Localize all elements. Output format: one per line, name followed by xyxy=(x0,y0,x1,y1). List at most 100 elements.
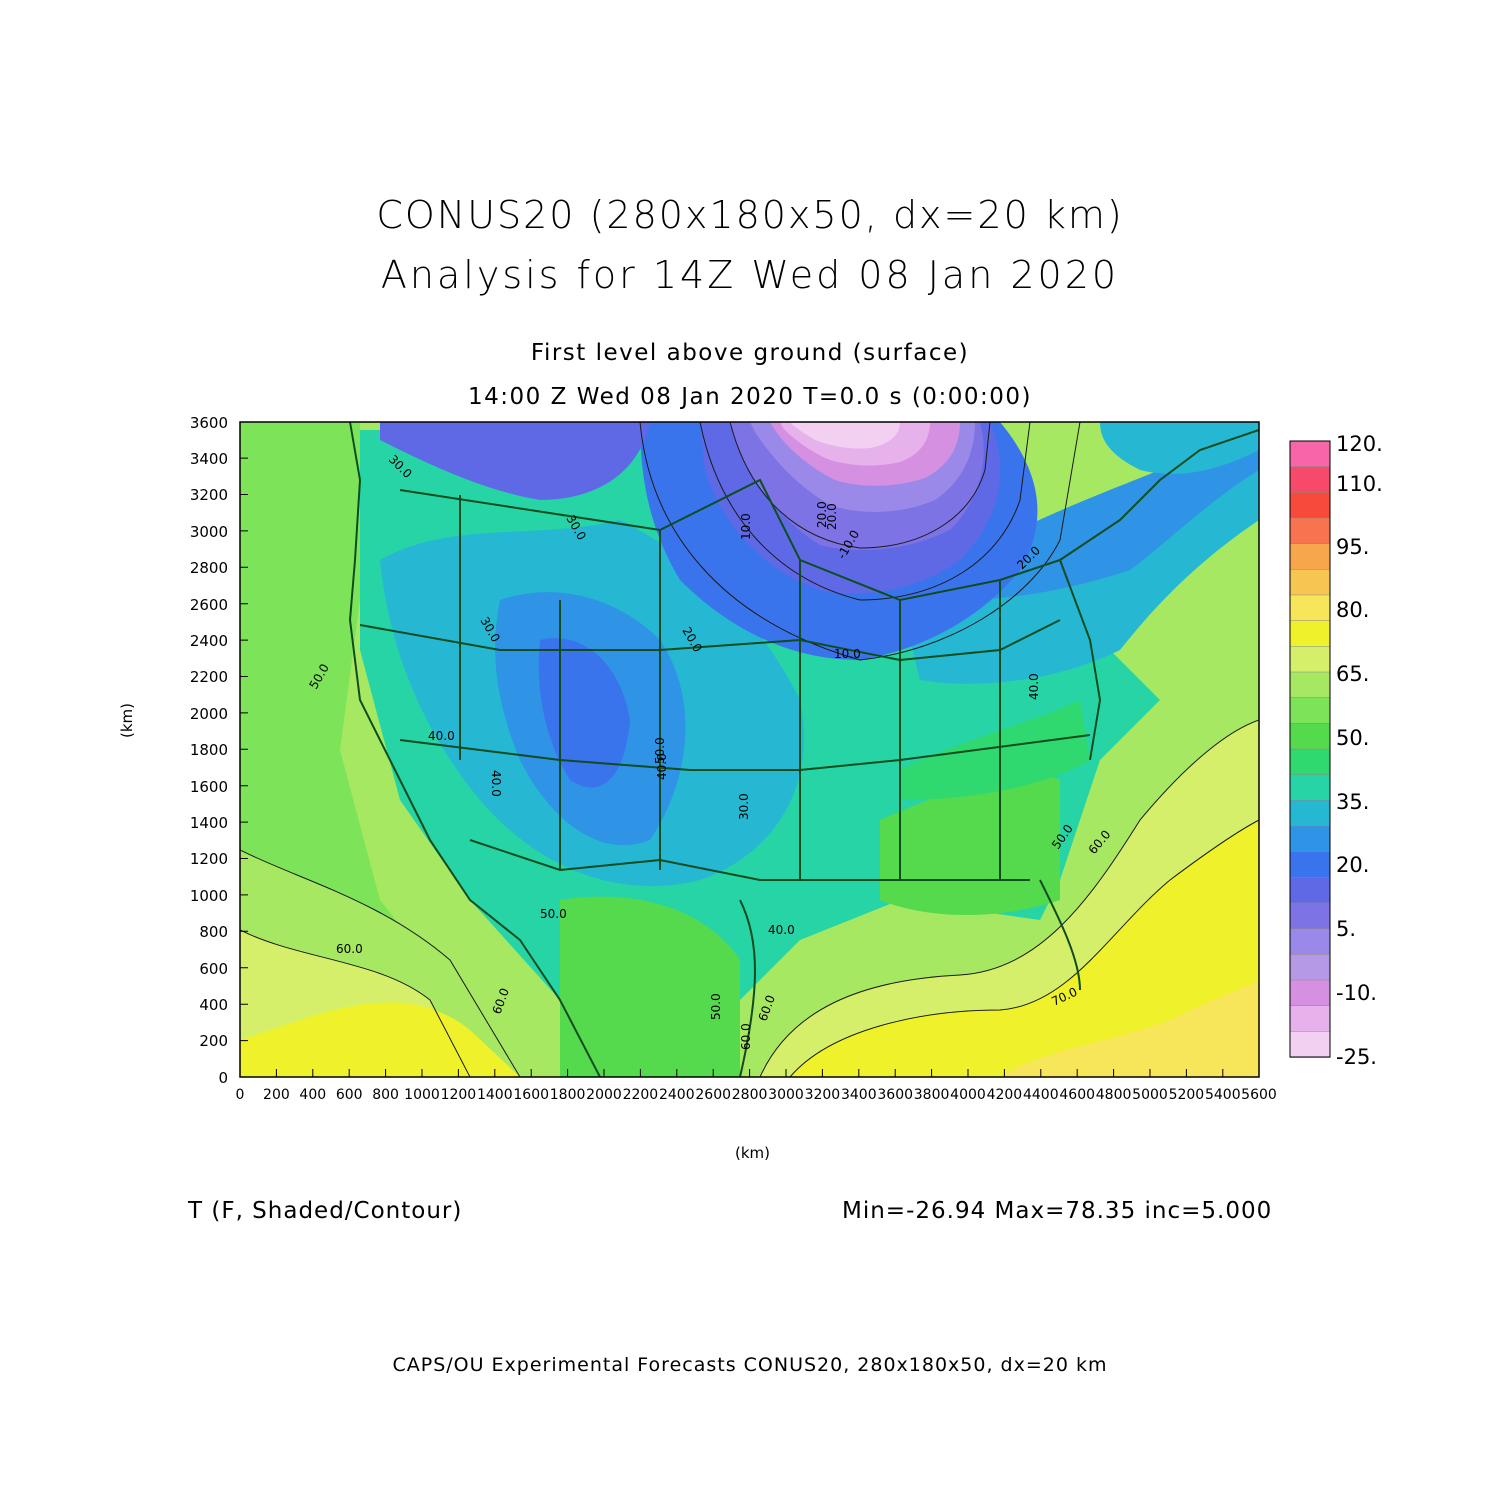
y-tick-label: 3000 xyxy=(190,523,228,541)
x-tick-label: 4400 xyxy=(1023,1087,1059,1103)
y-tick-label: 2200 xyxy=(190,668,228,686)
x-tick-label: 2600 xyxy=(695,1087,731,1103)
x-axis-label: (km) xyxy=(735,1144,771,1162)
contour-label: 40.0 xyxy=(489,770,503,797)
colorbar-swatch xyxy=(1289,928,1331,956)
y-tick-label: 400 xyxy=(199,996,228,1014)
x-tick-label: 2200 xyxy=(623,1087,659,1103)
y-tick-label: 1800 xyxy=(190,741,228,759)
contour-label: 40.0 xyxy=(428,729,455,743)
x-tick-label: 2000 xyxy=(586,1087,622,1103)
colorbar-swatch xyxy=(1289,902,1331,930)
x-tick-label: 4000 xyxy=(950,1087,986,1103)
subtitle-time: 14:00 Z Wed 08 Jan 2020 T=0.0 s (0:00:00… xyxy=(468,384,1032,410)
colorbar-swatch xyxy=(1289,1005,1331,1033)
colorbar-label: -10. xyxy=(1336,981,1377,1005)
x-tick-label: 3800 xyxy=(914,1087,950,1103)
y-tick-label: 3400 xyxy=(190,450,228,468)
contour-label: 40.0 xyxy=(1027,673,1041,700)
y-axis-label: (km) xyxy=(118,702,136,738)
x-tick-label: 5600 xyxy=(1241,1087,1277,1103)
contour-label: 20.0 xyxy=(815,501,829,528)
colorbar-labels: 120. 110. 95. 80. 65. 50. 35. 20. 5. -10… xyxy=(1336,432,1383,1069)
colorbar-label: 110. xyxy=(1336,472,1383,496)
colorbar-swatch xyxy=(1289,646,1331,673)
y-tick-label: 3600 xyxy=(190,414,228,432)
contour-label: 30.0 xyxy=(737,793,751,820)
x-tick-label: 4200 xyxy=(987,1087,1023,1103)
colorbar-swatch xyxy=(1289,774,1331,802)
x-tick-label: 2800 xyxy=(732,1087,768,1103)
colorbar-label: 35. xyxy=(1336,790,1369,814)
y-tick-label: 2000 xyxy=(190,705,228,723)
field-label: T (F, Shaded/Contour) xyxy=(188,1198,463,1224)
contour-label: 60.0 xyxy=(336,942,363,956)
footer-credit: CAPS/OU Experimental Forecasts CONUS20, … xyxy=(392,1354,1108,1376)
colorbar-swatch xyxy=(1289,517,1331,545)
colorbar-frame xyxy=(1289,440,1331,1058)
title-line-1: CONUS20 (280x180x50, dx=20 km) xyxy=(376,193,1124,237)
colorbar: 120. 110. 95. 80. 65. 50. 35. 20. 5. -10… xyxy=(1289,432,1383,1069)
colorbar-swatch xyxy=(1289,671,1331,699)
colorbar-swatch xyxy=(1289,492,1331,519)
y-tick-label: 200 xyxy=(199,1032,228,1050)
contour-label: 50.0 xyxy=(653,737,667,764)
stats-label: Min=-26.94 Max=78.35 inc=5.000 xyxy=(842,1198,1273,1224)
x-tick-label: 5000 xyxy=(1132,1087,1168,1103)
colorbar-swatch xyxy=(1289,877,1331,904)
colorbar-swatch xyxy=(1289,979,1331,1007)
y-tick-label: 1000 xyxy=(190,887,228,905)
boundaries xyxy=(348,422,1259,1077)
colorbar-swatch xyxy=(1289,569,1331,596)
x-tick-labels: 0 200 400 600 800 1000 1200 1400 1600 18… xyxy=(236,1087,1277,1103)
x-tick-label: 400 xyxy=(299,1087,326,1103)
y-tick-labels: 0 200 400 600 800 1000 1200 1400 1600 18… xyxy=(190,414,228,1087)
colorbar-swatch xyxy=(1289,723,1331,750)
subtitle-level: First level above ground (surface) xyxy=(530,340,970,366)
y-tick-label: 2800 xyxy=(190,559,228,577)
contour-label: 20.0 xyxy=(825,503,839,530)
x-tick-label: 3400 xyxy=(841,1087,877,1103)
colorbar-label: 80. xyxy=(1336,598,1369,622)
contour-label: 10.0 xyxy=(739,513,753,540)
colorbar-swatch xyxy=(1289,748,1331,776)
colorbar-swatch xyxy=(1289,697,1331,725)
colorbar-swatches xyxy=(1289,440,1331,1058)
colorbar-label: -25. xyxy=(1336,1045,1377,1069)
x-tick-label: 0 xyxy=(236,1087,245,1103)
colorbar-swatch xyxy=(1289,466,1331,494)
colorbar-swatch xyxy=(1289,825,1331,853)
colorbar-swatch xyxy=(1289,543,1331,571)
title-line-2: Analysis for 14Z Wed 08 Jan 2020 xyxy=(380,253,1120,297)
y-tick-label: 0 xyxy=(218,1069,228,1087)
contour-label: 40.0 xyxy=(768,923,795,937)
shaded-field xyxy=(240,422,1259,1077)
x-tick-label: 1200 xyxy=(441,1087,477,1103)
contour-label: 10.0 xyxy=(834,647,861,661)
colorbar-swatch xyxy=(1289,620,1331,648)
y-tick-label: 1600 xyxy=(190,778,228,796)
y-tick-label: 2600 xyxy=(190,596,228,614)
contour-label: 50.0 xyxy=(709,993,723,1020)
ticks xyxy=(239,421,1260,1078)
y-tick-label: 600 xyxy=(199,960,228,978)
colorbar-label: 95. xyxy=(1336,535,1369,559)
colorbar-swatch xyxy=(1289,1031,1331,1058)
x-tick-label: 800 xyxy=(372,1087,399,1103)
x-tick-label: 1800 xyxy=(550,1087,586,1103)
x-tick-label: 3600 xyxy=(877,1087,913,1103)
y-tick-label: 1200 xyxy=(190,850,228,868)
x-tick-label: 1000 xyxy=(404,1087,440,1103)
x-tick-label: 4800 xyxy=(1096,1087,1132,1103)
x-tick-label: 600 xyxy=(336,1087,363,1103)
y-tick-label: 2400 xyxy=(190,632,228,650)
colorbar-label: 20. xyxy=(1336,853,1369,877)
y-tick-label: 1400 xyxy=(190,814,228,832)
x-tick-label: 5400 xyxy=(1205,1087,1241,1103)
x-tick-label: 1600 xyxy=(513,1087,549,1103)
colorbar-swatch xyxy=(1289,851,1331,879)
colorbar-swatch xyxy=(1289,594,1331,622)
contour-label: 50.0 xyxy=(540,907,567,921)
x-tick-label: 4600 xyxy=(1059,1087,1095,1103)
x-tick-label: 200 xyxy=(263,1087,290,1103)
